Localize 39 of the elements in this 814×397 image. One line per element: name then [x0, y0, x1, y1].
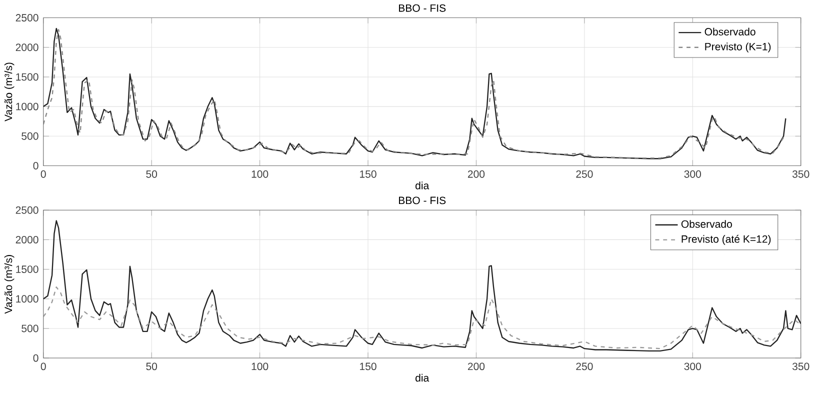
x-tick-label: 0	[40, 170, 46, 178]
x-tick-label: 50	[146, 362, 158, 370]
legend-label: Previsto (K=1)	[705, 42, 771, 53]
y-tick-label: 0	[33, 354, 38, 362]
y-tick-label: 500	[22, 132, 38, 140]
chart-title: BBO - FIS	[399, 196, 446, 204]
y-tick-label: 2500	[16, 14, 38, 22]
x-tick-label: 100	[252, 170, 268, 178]
x-tick-label: 200	[468, 362, 485, 370]
x-tick-label: 150	[360, 362, 376, 370]
x-axis-title: dia	[416, 182, 430, 190]
x-tick-label: 100	[252, 362, 268, 370]
x-tick-label: 250	[576, 170, 593, 178]
x-tick-label: 200	[468, 170, 485, 178]
y-tick-label: 1000	[16, 103, 38, 111]
x-tick-label: 350	[792, 362, 810, 370]
legend-label: Observado	[704, 28, 756, 36]
y-tick-label: 0	[33, 162, 38, 170]
line-series	[43, 286, 801, 350]
legend-label: Observado	[681, 220, 732, 228]
y-tick-label: 1500	[16, 73, 38, 81]
x-tick-label: 300	[684, 170, 701, 178]
chart-title: BBO - FIS	[399, 4, 446, 12]
x-axis-title: dia	[416, 374, 430, 382]
x-tick-label: 300	[684, 362, 701, 370]
y-tick-label: 2500	[16, 206, 38, 214]
y-tick-label: 1500	[16, 266, 38, 274]
y-tick-label: 500	[22, 324, 38, 332]
x-tick-label: 350	[792, 170, 810, 178]
x-tick-label: 250	[576, 362, 593, 370]
y-tick-label: 1000	[16, 295, 38, 303]
legend-label: Previsto (até K=12)	[682, 235, 771, 246]
y-axis-title: Vazão (m³/s)	[4, 62, 14, 122]
x-tick-label: 50	[146, 170, 158, 178]
y-tick-label: 2000	[16, 44, 38, 52]
y-axis-title: Vazão (m³/s)	[4, 255, 14, 314]
y-tick-label: 2000	[16, 236, 38, 244]
x-tick-label: 0	[40, 362, 46, 370]
x-tick-label: 150	[360, 170, 376, 178]
